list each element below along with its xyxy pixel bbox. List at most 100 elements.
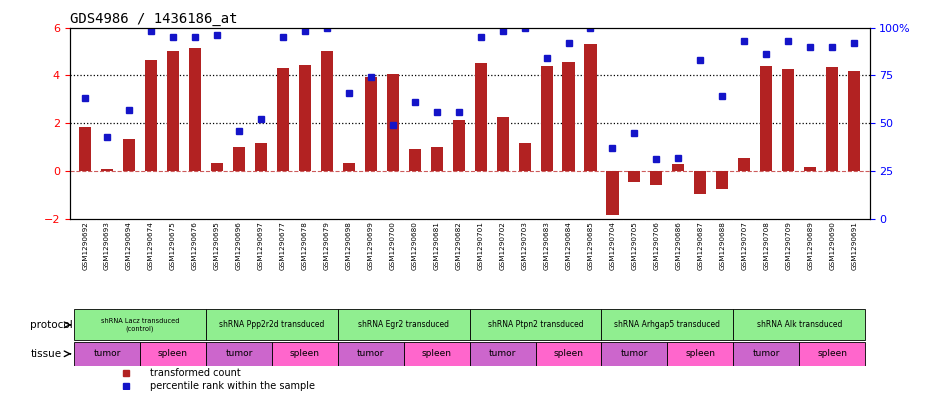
Text: GSM1290695: GSM1290695 xyxy=(214,221,220,270)
Text: tumor: tumor xyxy=(225,349,253,358)
Text: GSM1290686: GSM1290686 xyxy=(675,221,682,270)
Text: spleen: spleen xyxy=(290,349,320,358)
Text: GSM1290705: GSM1290705 xyxy=(631,221,637,270)
Text: GSM1290703: GSM1290703 xyxy=(522,221,527,270)
Text: tissue: tissue xyxy=(30,349,61,359)
Bar xyxy=(343,163,355,171)
Text: GSM1290682: GSM1290682 xyxy=(456,221,461,270)
Bar xyxy=(668,342,734,365)
Text: GSM1290706: GSM1290706 xyxy=(654,221,659,270)
Text: GSM1290674: GSM1290674 xyxy=(148,221,154,270)
Bar xyxy=(167,51,179,171)
Bar xyxy=(584,44,596,171)
Text: GSM1290694: GSM1290694 xyxy=(126,221,132,270)
Bar xyxy=(453,119,465,171)
Bar xyxy=(387,74,399,171)
Text: GSM1290677: GSM1290677 xyxy=(280,221,286,270)
Bar xyxy=(206,309,338,340)
Text: GSM1290681: GSM1290681 xyxy=(433,221,440,270)
Bar xyxy=(602,309,734,340)
Bar xyxy=(602,342,668,365)
Text: GSM1290701: GSM1290701 xyxy=(478,221,484,270)
Bar xyxy=(519,143,531,171)
Text: GSM1290688: GSM1290688 xyxy=(719,221,725,270)
Bar xyxy=(365,77,377,171)
Text: spleen: spleen xyxy=(553,349,583,358)
Text: protocol: protocol xyxy=(30,320,73,330)
Bar xyxy=(497,117,509,171)
Text: GSM1290683: GSM1290683 xyxy=(543,221,550,270)
Bar xyxy=(540,66,552,171)
Bar xyxy=(255,143,267,171)
Bar xyxy=(408,149,420,171)
Text: GSM1290687: GSM1290687 xyxy=(698,221,703,270)
Text: GSM1290708: GSM1290708 xyxy=(764,221,769,270)
Text: GSM1290690: GSM1290690 xyxy=(830,221,835,270)
Bar xyxy=(79,127,91,171)
Text: GSM1290707: GSM1290707 xyxy=(741,221,748,270)
Bar xyxy=(470,342,536,365)
Bar xyxy=(74,309,206,340)
Bar xyxy=(474,63,486,171)
Bar xyxy=(672,164,684,171)
Bar xyxy=(74,342,140,365)
Text: GSM1290689: GSM1290689 xyxy=(807,221,813,270)
Text: GSM1290693: GSM1290693 xyxy=(104,221,110,270)
Text: GSM1290676: GSM1290676 xyxy=(192,221,198,270)
Text: GDS4986 / 1436186_at: GDS4986 / 1436186_at xyxy=(70,13,237,26)
Bar xyxy=(272,342,338,365)
Text: GSM1290697: GSM1290697 xyxy=(258,221,264,270)
Bar xyxy=(760,66,772,171)
Bar xyxy=(338,342,404,365)
Text: GSM1290684: GSM1290684 xyxy=(565,221,572,270)
Text: transformed count: transformed count xyxy=(150,368,241,378)
Text: GSM1290696: GSM1290696 xyxy=(236,221,242,270)
Bar xyxy=(799,342,865,365)
Text: GSM1290709: GSM1290709 xyxy=(785,221,791,270)
Bar xyxy=(738,158,751,171)
Bar xyxy=(277,68,289,171)
Text: GSM1290702: GSM1290702 xyxy=(499,221,506,270)
Bar xyxy=(734,342,799,365)
Bar xyxy=(826,67,838,171)
Bar xyxy=(338,309,470,340)
Text: tumor: tumor xyxy=(93,349,121,358)
Text: GSM1290692: GSM1290692 xyxy=(82,221,88,270)
Bar xyxy=(123,139,135,171)
Bar xyxy=(101,169,113,171)
Bar xyxy=(145,60,157,171)
Bar xyxy=(140,342,206,365)
Bar xyxy=(606,171,618,215)
Text: GSM1290699: GSM1290699 xyxy=(367,221,374,270)
Text: GSM1290680: GSM1290680 xyxy=(412,221,418,270)
Text: spleen: spleen xyxy=(685,349,715,358)
Bar xyxy=(563,62,575,171)
Text: GSM1290685: GSM1290685 xyxy=(588,221,593,270)
Text: shRNA Egr2 transduced: shRNA Egr2 transduced xyxy=(358,320,449,329)
Bar xyxy=(782,69,794,171)
Bar xyxy=(206,342,272,365)
Text: GSM1290679: GSM1290679 xyxy=(324,221,330,270)
Bar xyxy=(321,51,333,171)
Text: shRNA Ppp2r2d transduced: shRNA Ppp2r2d transduced xyxy=(219,320,325,329)
Bar xyxy=(650,171,662,185)
Text: shRNA Ptpn2 transduced: shRNA Ptpn2 transduced xyxy=(487,320,583,329)
Text: GSM1290704: GSM1290704 xyxy=(609,221,616,270)
Text: tumor: tumor xyxy=(489,349,516,358)
Text: GSM1290700: GSM1290700 xyxy=(390,221,396,270)
Bar xyxy=(716,171,728,189)
Bar xyxy=(695,171,707,194)
Bar xyxy=(299,64,311,171)
Text: tumor: tumor xyxy=(752,349,780,358)
Text: GSM1290698: GSM1290698 xyxy=(346,221,352,270)
Bar xyxy=(734,309,865,340)
Bar xyxy=(232,147,245,171)
Text: shRNA Lacz transduced
(control): shRNA Lacz transduced (control) xyxy=(100,318,179,332)
Text: percentile rank within the sample: percentile rank within the sample xyxy=(150,381,314,391)
Bar xyxy=(629,171,641,182)
Text: spleen: spleen xyxy=(421,349,452,358)
Bar xyxy=(470,309,602,340)
Text: tumor: tumor xyxy=(620,349,648,358)
Text: GSM1290675: GSM1290675 xyxy=(170,221,176,270)
Text: spleen: spleen xyxy=(158,349,188,358)
